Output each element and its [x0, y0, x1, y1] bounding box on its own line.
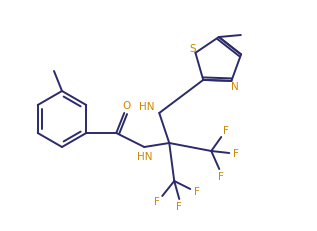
Text: N: N	[230, 82, 238, 91]
Text: F: F	[218, 171, 224, 181]
Text: HN: HN	[138, 151, 153, 161]
Text: F: F	[154, 196, 160, 206]
Text: HN: HN	[139, 102, 155, 112]
Text: O: O	[122, 100, 130, 110]
Text: F: F	[176, 201, 182, 211]
Text: F: F	[233, 148, 239, 158]
Text: F: F	[194, 186, 200, 196]
Text: F: F	[223, 125, 229, 135]
Text: S: S	[189, 44, 196, 54]
